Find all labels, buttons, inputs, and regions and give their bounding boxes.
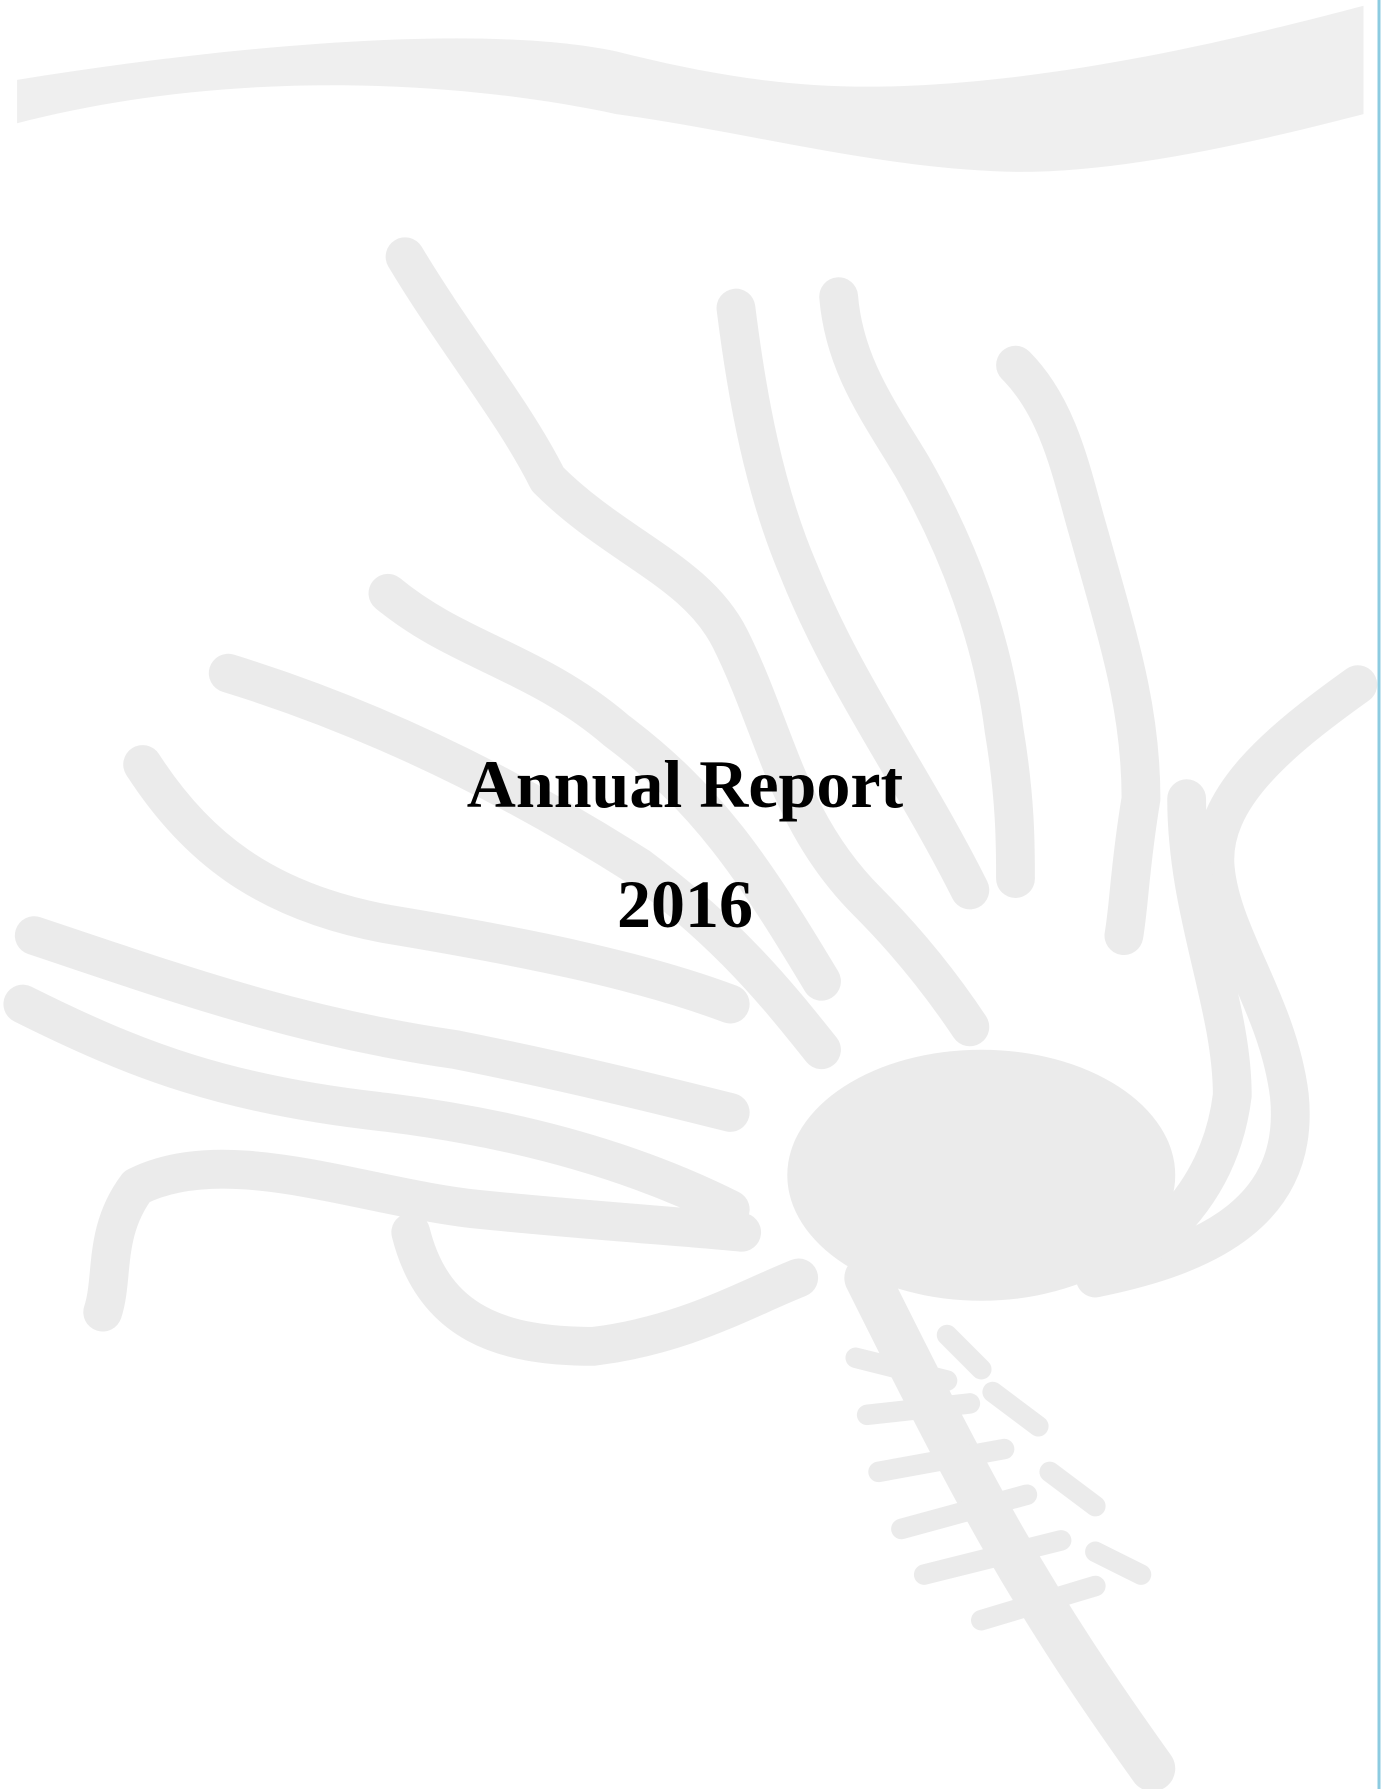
wave-band	[17, 6, 1363, 172]
report-title: Annual Report	[0, 745, 1370, 824]
report-year: 2016	[0, 865, 1370, 944]
seaweed-ribs	[856, 1335, 1141, 1620]
seaweed-base	[787, 1050, 1175, 1301]
page: Annual Report 2016 (() => { const data =…	[0, 0, 1383, 1789]
